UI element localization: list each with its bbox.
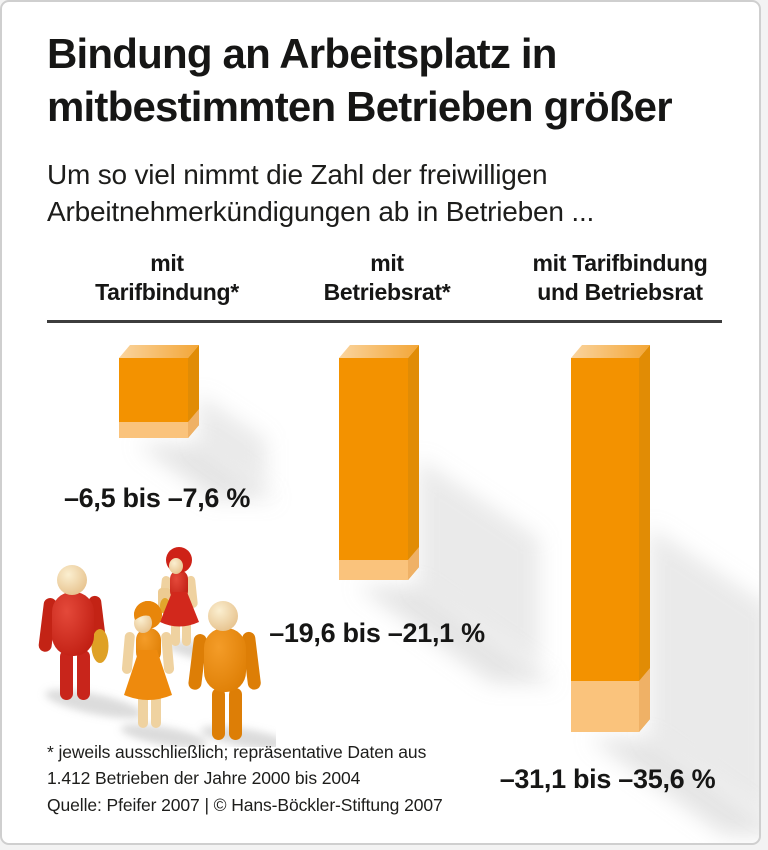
footnote: * jeweils ausschließlich; repräsentative… [47, 739, 527, 818]
column-header-line: und Betriebsrat [537, 278, 703, 305]
title-line-1: Bindung an Arbeitsplatz in [47, 30, 557, 77]
source-line: Quelle: Pfeifer 2007 | © Hans-Böckler-St… [47, 794, 443, 815]
chart-subtitle: Um so viel nimmt die Zahl der freiwillig… [47, 156, 707, 230]
footnote-line-2: 1.412 Betrieben der Jahre 2000 bis 2004 [47, 768, 361, 789]
page-title: Bindung an Arbeitsplatz in mitbestimmten… [47, 28, 737, 133]
value-label-betriebsrat: –19,6 bis –21,1 % [269, 618, 485, 648]
figure-red-woman [158, 547, 199, 646]
header-divider-line [47, 320, 722, 323]
title-line-2: mitbestimmten Betrieben größer [47, 82, 673, 130]
figure-red-man [38, 565, 109, 700]
subtitle-line-1: Um so viel nimmt die Zahl der freiwillig… [47, 159, 548, 190]
column-header-line: Betriebsrat* [323, 278, 451, 305]
figure-orange-woman [121, 600, 175, 728]
value-label-tarifbindung: –6,5 bis –7,6 % [63, 483, 251, 513]
column-header-line: mit [370, 250, 404, 276]
column-header-tarifbindung-und-betriebsrat: mit Tarifbindung und Betriebsrat [500, 249, 740, 307]
subtitle-line-2: Arbeitnehmerkündigungen ab in Betrieben … [47, 196, 595, 228]
column-header-line: mit [150, 250, 184, 276]
column-header-line: Tarifbindung* [95, 278, 239, 305]
column-header-line: mit Tarifbindung [532, 250, 708, 276]
column-header-tarifbindung: mit Tarifbindung* [47, 249, 287, 307]
column-header-betriebsrat: mit Betriebsrat* [270, 249, 504, 307]
figure-orange-man [188, 601, 261, 740]
people-illustration [38, 547, 276, 747]
bars-chart [119, 345, 759, 836]
footnote-line-1: * jeweils ausschließlich; repräsentative… [47, 742, 427, 762]
value-label-tarifbindung-und-betriebsrat: –31,1 bis –35,6 % [499, 764, 716, 794]
